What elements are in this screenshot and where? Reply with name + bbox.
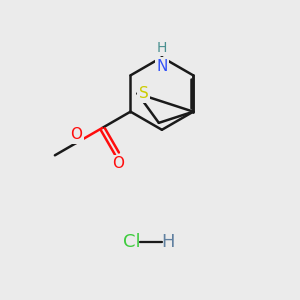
Text: Cl: Cl: [123, 233, 141, 251]
Text: N: N: [156, 59, 168, 74]
Text: O: O: [112, 156, 124, 171]
Text: H: H: [157, 41, 167, 55]
Text: S: S: [139, 86, 149, 101]
Text: O: O: [70, 128, 82, 142]
Text: H: H: [161, 233, 175, 251]
